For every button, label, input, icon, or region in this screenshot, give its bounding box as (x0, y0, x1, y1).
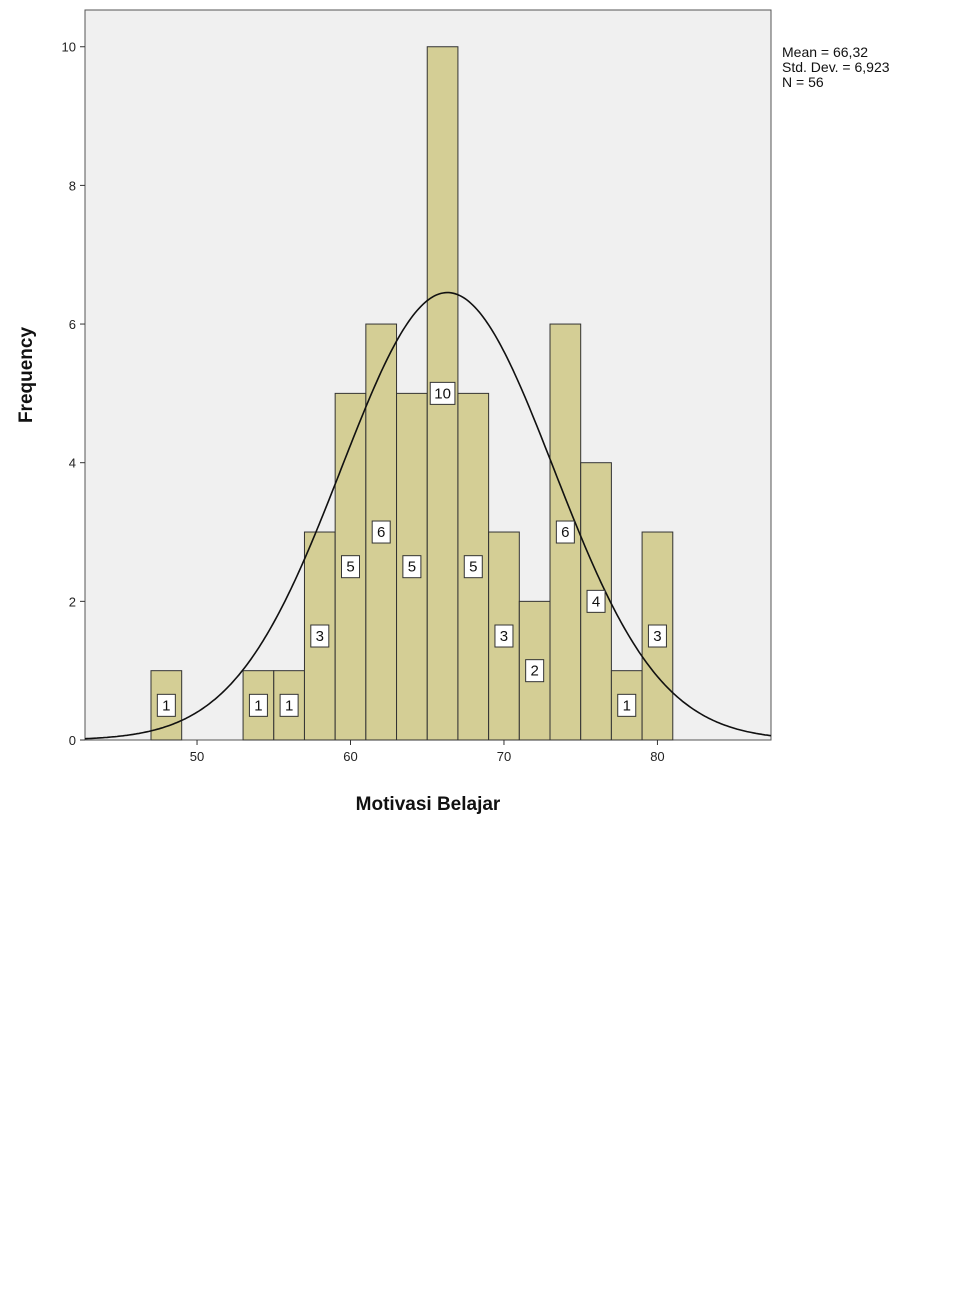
stat-label: Mean = 66,32 (782, 44, 868, 60)
bar-value-box (586, 589, 606, 613)
bar-value-box (402, 555, 422, 579)
bar-value-label: 5 (408, 559, 416, 576)
normal-curve (84, 291, 772, 740)
bar-value-box (371, 520, 391, 544)
y-tick-label: 2 (69, 594, 76, 609)
bar-value-label: 5 (346, 559, 354, 576)
bar-value-box (340, 555, 360, 579)
x-tick-label: 60 (343, 749, 357, 764)
x-tick-label: 70 (497, 749, 511, 764)
y-tick-label: 4 (69, 456, 76, 471)
bar-value-box (525, 659, 545, 683)
bar-value-label: 3 (653, 628, 661, 645)
bar-value-box (647, 624, 667, 648)
bar-value-label: 2 (530, 663, 538, 680)
y-tick-label: 10 (62, 40, 76, 55)
bar-value-box (248, 693, 268, 717)
bar-value-label: 1 (623, 697, 631, 714)
y-axis-title: Frequency (16, 327, 37, 424)
bar-value-box (463, 555, 483, 579)
bar-value-label: 3 (316, 628, 324, 645)
x-axis-title: Motivasi Belajar (356, 794, 501, 815)
bar-value-box (494, 624, 514, 648)
y-tick-label: 0 (69, 733, 76, 748)
bar-value-label: 6 (377, 524, 385, 541)
bar-value-label: 3 (500, 628, 508, 645)
bar-value-label: 10 (434, 385, 451, 402)
x-tick-label: 80 (650, 749, 664, 764)
bar-value-label: 6 (561, 524, 569, 541)
stat-label: Std. Dev. = 6,923 (782, 59, 890, 75)
bar-value-box (617, 693, 637, 717)
bar-value-label: 1 (254, 697, 262, 714)
stat-label: N = 56 (782, 74, 824, 90)
bar-value-label: 5 (469, 559, 477, 576)
bar-value-box (156, 693, 176, 717)
bar-value-label: 4 (592, 593, 600, 610)
y-tick-label: 8 (69, 178, 76, 193)
bar-value-box (279, 693, 299, 717)
bar-value-box (310, 624, 330, 648)
x-tick-label: 50 (190, 749, 204, 764)
bar-value-label: 1 (285, 697, 293, 714)
bar-value-label: 1 (162, 697, 170, 714)
bar-value-box (429, 381, 456, 405)
bar-value-box (555, 520, 575, 544)
y-tick-label: 6 (69, 317, 76, 332)
